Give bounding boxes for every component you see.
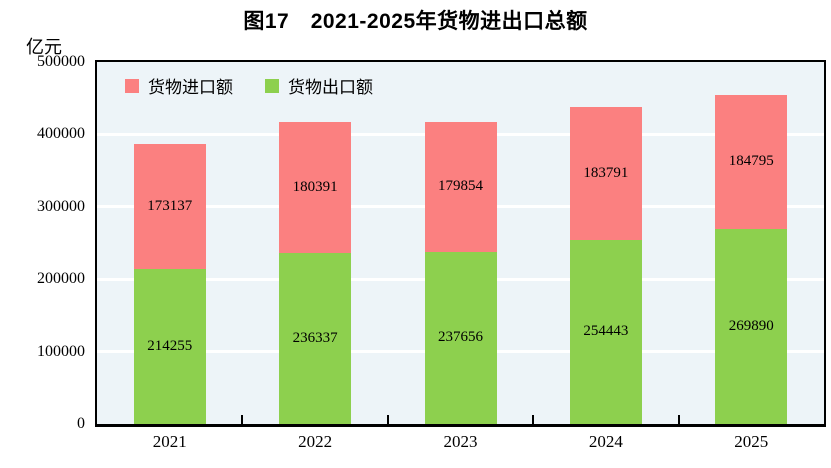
bar-segment-exports-2024: 254443 <box>569 239 642 424</box>
bar-segment-exports-2021: 214255 <box>133 268 206 424</box>
legend: 货物进口额 货物出口额 <box>125 73 373 98</box>
bar-segment-imports-2021: 173137 <box>133 143 206 269</box>
bar-value-label-exports-2025: 269890 <box>728 317 774 334</box>
bar-segment-exports-2025: 269890 <box>715 228 788 424</box>
x-axis-boundary-tick-2 <box>386 415 389 424</box>
bar-value-label-imports-2021: 173137 <box>147 197 193 214</box>
x-tick-label-2025: 2025 <box>734 432 769 451</box>
x-tick-label-2024: 2024 <box>588 432 623 451</box>
bar-value-label-imports-2023: 179854 <box>438 178 483 195</box>
bar-value-label-exports-2024: 254443 <box>583 323 629 340</box>
x-axis-tick-labels: 2021 2022 2023 2024 2025 <box>97 432 824 458</box>
x-axis-boundary-tick-3 <box>532 415 535 424</box>
bar-value-label-exports-2021: 214255 <box>147 337 193 354</box>
bar-segment-imports-2024: 183791 <box>569 106 642 240</box>
y-tick-label-100000: 100000 <box>37 342 85 360</box>
y-tick-label-0: 0 <box>77 415 85 432</box>
y-axis-unit-label: 亿元 <box>26 37 62 57</box>
chart-title: 图17 2021-2025年货物进出口总额 <box>243 10 588 33</box>
bar-segment-imports-2023: 179854 <box>424 121 497 252</box>
x-tick-label-2022: 2022 <box>298 432 333 451</box>
x-tick-label-2021: 2021 <box>152 432 187 451</box>
x-axis-boundary-tick-1 <box>241 415 244 424</box>
bar-segment-imports-2025: 184795 <box>715 94 788 229</box>
y-tick-label-200000: 200000 <box>37 270 85 288</box>
bar-segment-imports-2022: 180391 <box>279 122 352 253</box>
legend-swatch-imports <box>125 78 139 93</box>
legend-swatch-exports <box>265 78 279 93</box>
y-tick-label-400000: 400000 <box>37 125 85 143</box>
x-tick-label-2023: 2023 <box>443 432 478 451</box>
bar-segment-exports-2023: 237656 <box>424 251 497 424</box>
legend-label-exports: 货物出口额 <box>288 78 373 97</box>
legend-label-imports: 货物进口额 <box>148 78 233 97</box>
plot-area: 货物进口额 货物出口额 214255 173137 236337 180391 2376… <box>95 60 826 427</box>
bar-value-label-imports-2022: 180391 <box>292 179 338 196</box>
bar-value-label-exports-2023: 237656 <box>438 329 483 346</box>
bar-value-label-imports-2024: 183791 <box>583 164 629 181</box>
legend-item-exports: 货物出口额 <box>265 73 373 98</box>
y-tick-label-300000: 300000 <box>37 197 85 215</box>
bar-value-label-imports-2025: 184795 <box>728 153 774 170</box>
bar-value-label-exports-2022: 236337 <box>292 329 338 346</box>
x-axis-boundary-tick-4 <box>677 415 680 424</box>
y-axis-tick-labels: 0 100000 200000 300000 400000 500000 <box>0 53 85 432</box>
y-tick-label-500000: 500000 <box>37 53 85 70</box>
bar-segment-exports-2022: 236337 <box>279 252 352 424</box>
legend-item-imports: 货物进口额 <box>125 73 233 98</box>
